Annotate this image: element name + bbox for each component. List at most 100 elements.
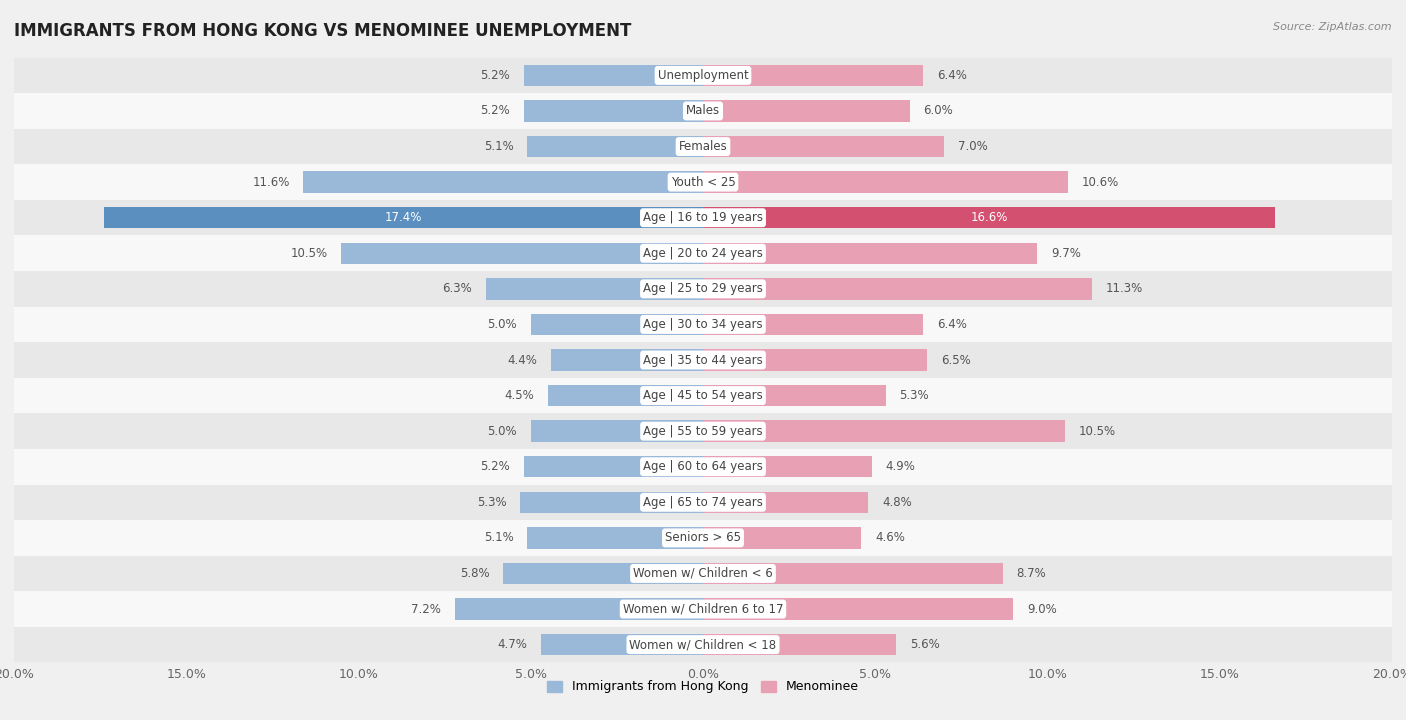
Bar — [703, 349, 927, 371]
Text: 5.2%: 5.2% — [481, 104, 510, 117]
Bar — [703, 456, 872, 477]
Text: 11.3%: 11.3% — [1107, 282, 1143, 295]
Text: 11.6%: 11.6% — [252, 176, 290, 189]
Bar — [14, 485, 1392, 520]
Text: 6.0%: 6.0% — [924, 104, 953, 117]
Text: 4.5%: 4.5% — [505, 389, 534, 402]
Text: Males: Males — [686, 104, 720, 117]
Bar — [703, 527, 862, 549]
Legend: Immigrants from Hong Kong, Menominee: Immigrants from Hong Kong, Menominee — [541, 675, 865, 698]
Bar — [14, 164, 1392, 200]
Bar — [703, 563, 1002, 584]
Bar — [14, 556, 1392, 591]
Bar — [703, 65, 924, 86]
Bar — [703, 492, 869, 513]
Bar — [551, 349, 703, 371]
Text: 7.0%: 7.0% — [957, 140, 987, 153]
Text: 5.6%: 5.6% — [910, 638, 939, 651]
Text: Seniors > 65: Seniors > 65 — [665, 531, 741, 544]
Text: Age | 60 to 64 years: Age | 60 to 64 years — [643, 460, 763, 473]
Text: 17.4%: 17.4% — [385, 211, 422, 224]
Bar — [524, 456, 703, 477]
Bar — [14, 235, 1392, 271]
Bar — [14, 129, 1392, 164]
Bar — [342, 243, 703, 264]
Text: 10.5%: 10.5% — [1078, 425, 1115, 438]
Text: 5.2%: 5.2% — [481, 460, 510, 473]
Text: IMMIGRANTS FROM HONG KONG VS MENOMINEE UNEMPLOYMENT: IMMIGRANTS FROM HONG KONG VS MENOMINEE U… — [14, 22, 631, 40]
Text: 5.3%: 5.3% — [900, 389, 929, 402]
Text: 4.7%: 4.7% — [498, 638, 527, 651]
Bar — [527, 527, 703, 549]
Text: 7.2%: 7.2% — [412, 603, 441, 616]
Text: Age | 45 to 54 years: Age | 45 to 54 years — [643, 389, 763, 402]
Bar — [703, 100, 910, 122]
Bar — [703, 314, 924, 335]
Text: 6.3%: 6.3% — [443, 282, 472, 295]
Text: Age | 20 to 24 years: Age | 20 to 24 years — [643, 247, 763, 260]
Text: 5.0%: 5.0% — [488, 425, 517, 438]
Text: 5.8%: 5.8% — [460, 567, 489, 580]
Bar — [524, 100, 703, 122]
Bar — [14, 627, 1392, 662]
Bar — [104, 207, 703, 228]
Bar — [304, 171, 703, 193]
Text: Women w/ Children < 18: Women w/ Children < 18 — [630, 638, 776, 651]
Bar — [14, 449, 1392, 485]
Bar — [703, 136, 945, 157]
Text: 4.9%: 4.9% — [886, 460, 915, 473]
Bar — [703, 171, 1069, 193]
Text: 5.0%: 5.0% — [488, 318, 517, 331]
Text: Females: Females — [679, 140, 727, 153]
Bar — [531, 314, 703, 335]
Text: Age | 55 to 59 years: Age | 55 to 59 years — [643, 425, 763, 438]
Text: 5.1%: 5.1% — [484, 140, 513, 153]
Bar — [456, 598, 703, 620]
Text: 6.4%: 6.4% — [938, 69, 967, 82]
Bar — [14, 520, 1392, 556]
Bar — [486, 278, 703, 300]
Text: Age | 25 to 29 years: Age | 25 to 29 years — [643, 282, 763, 295]
Bar — [524, 65, 703, 86]
Text: 5.1%: 5.1% — [484, 531, 513, 544]
Bar — [527, 136, 703, 157]
Bar — [548, 385, 703, 406]
Bar — [14, 378, 1392, 413]
Text: Age | 65 to 74 years: Age | 65 to 74 years — [643, 496, 763, 509]
Bar — [14, 200, 1392, 235]
Text: 5.2%: 5.2% — [481, 69, 510, 82]
Text: Age | 16 to 19 years: Age | 16 to 19 years — [643, 211, 763, 224]
Text: Youth < 25: Youth < 25 — [671, 176, 735, 189]
Text: Unemployment: Unemployment — [658, 69, 748, 82]
Text: Age | 30 to 34 years: Age | 30 to 34 years — [643, 318, 763, 331]
Bar — [703, 278, 1092, 300]
Bar — [703, 634, 896, 655]
Text: 10.5%: 10.5% — [291, 247, 328, 260]
Text: 9.7%: 9.7% — [1050, 247, 1081, 260]
Bar — [703, 207, 1275, 228]
Text: 8.7%: 8.7% — [1017, 567, 1046, 580]
Text: 4.4%: 4.4% — [508, 354, 537, 366]
Text: Women w/ Children < 6: Women w/ Children < 6 — [633, 567, 773, 580]
Text: 10.6%: 10.6% — [1083, 176, 1119, 189]
Bar — [503, 563, 703, 584]
Bar — [703, 243, 1038, 264]
Text: 6.5%: 6.5% — [941, 354, 970, 366]
Bar — [703, 385, 886, 406]
Bar — [14, 58, 1392, 93]
Text: 4.8%: 4.8% — [882, 496, 912, 509]
Bar — [14, 591, 1392, 627]
Text: 9.0%: 9.0% — [1026, 603, 1056, 616]
Text: Women w/ Children 6 to 17: Women w/ Children 6 to 17 — [623, 603, 783, 616]
Bar — [14, 307, 1392, 342]
Bar — [14, 413, 1392, 449]
Text: 16.6%: 16.6% — [970, 211, 1008, 224]
Text: Age | 35 to 44 years: Age | 35 to 44 years — [643, 354, 763, 366]
Bar — [520, 492, 703, 513]
Text: 6.4%: 6.4% — [938, 318, 967, 331]
Bar — [703, 598, 1012, 620]
Bar — [541, 634, 703, 655]
Bar — [531, 420, 703, 442]
Bar — [14, 271, 1392, 307]
Bar — [14, 93, 1392, 129]
